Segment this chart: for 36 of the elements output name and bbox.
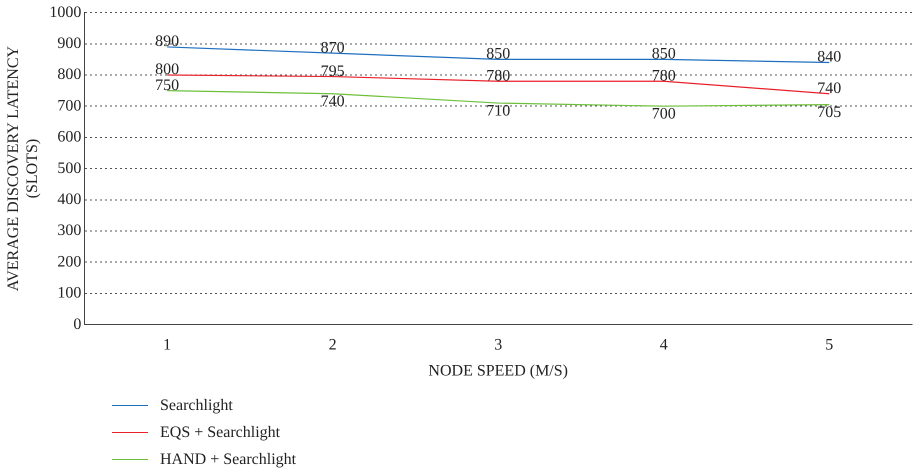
y-tick-label: 300 (57, 222, 82, 240)
y-tick-label: 100 (57, 284, 82, 302)
y-tick-label: 600 (57, 128, 82, 146)
x-axis-title: NODE SPEED (M/S) (428, 362, 568, 380)
y-tick-label: 500 (57, 160, 82, 177)
y-tick-label: 700 (57, 97, 82, 114)
y-tick-label: 800 (57, 66, 82, 84)
legend-label: EQS + Searchlight (160, 424, 280, 442)
data-label: 850 (486, 46, 510, 63)
data-label: 795 (320, 62, 345, 80)
y-tick-label: 400 (57, 191, 82, 208)
y-tick-label: 900 (57, 35, 82, 52)
y-tick-label: 0 (73, 316, 82, 333)
x-tick-label: 1 (163, 336, 172, 354)
x-tick-label: 4 (660, 336, 668, 354)
x-tick-label: 5 (825, 336, 834, 354)
data-label: 780 (652, 67, 676, 84)
data-label: 850 (652, 46, 676, 63)
x-tick-label: 3 (494, 336, 502, 354)
data-label: 870 (320, 39, 345, 56)
legend-label: Searchlight (160, 396, 233, 414)
data-label: 750 (155, 76, 180, 94)
data-label: 740 (320, 92, 345, 110)
data-label: 890 (155, 33, 180, 50)
data-label: 700 (652, 105, 676, 122)
y-tick-label: 1000 (49, 4, 82, 21)
y-axis-title: AVERAGE DISCOVERY LATENCY (SLOTS) (4, 45, 42, 292)
x-tick-label: 2 (328, 336, 337, 354)
data-label: 740 (817, 80, 842, 97)
data-label: 800 (155, 61, 180, 78)
data-label: 780 (486, 67, 510, 84)
y-tick-label: 200 (57, 253, 82, 270)
legend-label: HAND + Searchlight (160, 450, 296, 468)
data-label: 705 (817, 104, 842, 121)
data-label: 710 (486, 102, 510, 120)
data-label: 840 (817, 48, 842, 66)
